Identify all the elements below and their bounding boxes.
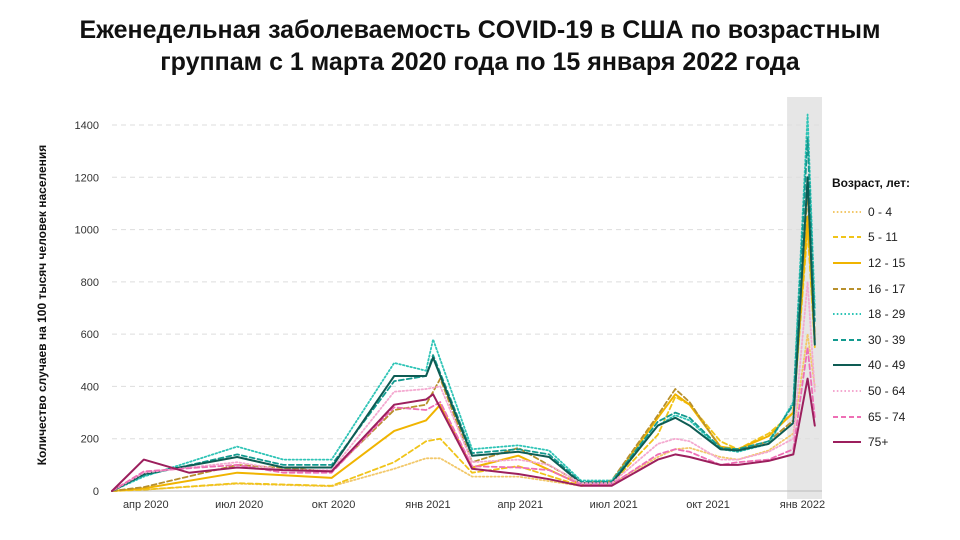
- x-tick-label: окт 2020: [312, 499, 356, 511]
- legend-item: 40 - 49: [832, 353, 952, 379]
- legend-swatch: [833, 313, 861, 316]
- legend-item: 18 - 29: [832, 301, 952, 327]
- legend-swatch: [833, 415, 861, 418]
- series-line-0: [111, 333, 816, 492]
- y-tick-label: 1200: [75, 172, 99, 184]
- chart-title-line-1: Еженедельная заболеваемость COVID-19 в С…: [79, 16, 881, 44]
- legend-swatch: [833, 338, 861, 341]
- legend-swatch: [833, 389, 861, 392]
- x-tick-label: июл 2020: [215, 499, 263, 511]
- legend-label: 30 - 39: [868, 332, 906, 347]
- legend-swatch: [833, 210, 861, 213]
- x-tick-label: янв 2021: [405, 499, 450, 511]
- series-line-8: [111, 346, 816, 492]
- legend-item: 12 - 15: [832, 250, 952, 276]
- x-tick-label: янв 2022: [780, 499, 825, 511]
- legend-label: 65 - 74: [868, 409, 906, 424]
- series-line-6: [111, 176, 816, 492]
- legend-item: 75+: [832, 429, 952, 455]
- legend-swatch: [833, 364, 861, 367]
- y-tick-label: 1400: [75, 120, 99, 132]
- x-tick-label: окт 2021: [686, 499, 730, 511]
- legend-title: Возраст, лет:: [832, 176, 910, 190]
- x-tick-label: июл 2021: [590, 499, 638, 511]
- y-tick-label: 200: [81, 434, 99, 446]
- legend-item: 30 - 39: [832, 327, 952, 353]
- series-line-5: [111, 137, 816, 492]
- legend-label: 5 - 11: [868, 230, 898, 245]
- legend-swatch: [833, 287, 861, 290]
- chart-title: Еженедельная заболеваемость COVID-19 в С…: [0, 14, 960, 78]
- legend-label: 18 - 29: [868, 307, 906, 322]
- legend-item: 5 - 11: [832, 225, 952, 251]
- legend-item: 0 - 4: [832, 199, 952, 225]
- legend-swatch: [833, 441, 861, 444]
- chart-title-line-2: группам с 1 марта 2020 года по 15 января…: [160, 48, 800, 76]
- y-tick-label: 600: [81, 329, 99, 341]
- legend-label: 75+: [868, 435, 889, 450]
- x-tick-label: апр 2020: [123, 499, 169, 511]
- series-line-3: [111, 189, 816, 492]
- y-tick-label: 800: [81, 277, 99, 289]
- legend-label: 12 - 15: [868, 255, 906, 270]
- legend-label: 0 - 4: [868, 204, 893, 219]
- x-tick-label: апр 2021: [497, 499, 543, 511]
- y-tick-label: 400: [81, 381, 99, 393]
- legend-label: 16 - 17: [868, 281, 906, 296]
- legend-label: 50 - 64: [868, 383, 906, 398]
- legend-swatch: [833, 236, 861, 239]
- legend-swatch: [833, 261, 861, 264]
- legend-item: 16 - 17: [832, 276, 952, 302]
- legend-items: 0 - 4 5 - 11 12 - 15 16 - 17 18 - 29 30 - 39 4…: [832, 199, 952, 455]
- series-line-9: [111, 377, 816, 492]
- y-tick-label: 0: [93, 486, 99, 498]
- legend: Возраст, лет: 0 - 4 5 - 11 12 - 15 16 - 17 1…: [832, 176, 952, 455]
- legend-item: 50 - 64: [832, 378, 952, 404]
- legend-label: 40 - 49: [868, 358, 906, 373]
- legend-item: 65 - 74: [832, 404, 952, 430]
- y-tick-label: 1000: [75, 225, 99, 237]
